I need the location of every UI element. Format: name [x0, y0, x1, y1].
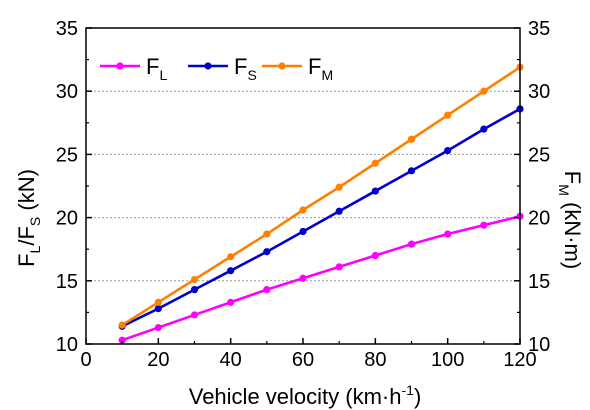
y-tick-label-10: 10 [56, 334, 78, 356]
gridlines [86, 90, 520, 282]
x-tick-label-120: 120 [503, 349, 536, 371]
y2-tick-label-15: 15 [528, 271, 550, 293]
legend-label-fl: FL [146, 54, 167, 83]
point-fs-20 [154, 305, 162, 313]
left-y-title-s1: L [27, 245, 43, 253]
point-fl-60 [299, 274, 307, 282]
right-y-title-p2: (kN·m) [560, 196, 585, 269]
y2-tick-label-20: 20 [528, 208, 550, 230]
point-fs-70 [335, 207, 343, 215]
y2-tick-label-10: 10 [528, 334, 550, 356]
point-fm-60 [299, 206, 307, 214]
legend: FL FS FM [100, 54, 333, 83]
point-fm-70 [335, 183, 343, 191]
point-fl-70 [335, 263, 343, 271]
right-y-title-s1: M [556, 184, 572, 196]
left-y-title-p2: /F [14, 226, 39, 246]
point-fm-110 [480, 87, 488, 95]
point-fl-20 [154, 323, 162, 332]
x-tick-label-0: 0 [80, 349, 91, 371]
point-fs-90 [407, 167, 416, 175]
x-tick-label-100: 100 [431, 349, 464, 371]
legend-marker-fm [278, 62, 286, 70]
y-tick-label-25: 25 [56, 144, 78, 166]
y-tick-label-35: 35 [56, 18, 78, 40]
series-line-fs [121, 107, 521, 328]
point-fl-90 [407, 240, 416, 248]
y2-tick-label-30: 30 [528, 81, 550, 103]
y-tick-label-20: 20 [56, 208, 78, 230]
y-tick-label-30: 30 [56, 81, 78, 103]
point-fs-50 [263, 248, 271, 256]
x-axis-title: Vehicle velocity (km·h-1) [189, 382, 422, 409]
point-fm-10 [118, 321, 126, 329]
point-fs-80 [371, 187, 379, 195]
left-y-axis-title: FL/FS (kN) [14, 169, 43, 267]
right-y-axis-title: FM (kN·m) [556, 171, 585, 269]
point-fl-10 [118, 336, 126, 344]
left-y-title-p1: F [14, 253, 39, 266]
legend-marker-fs [204, 62, 212, 70]
point-fl-40 [227, 298, 235, 306]
series-line-fm [121, 66, 521, 327]
point-fm-50 [263, 230, 271, 238]
point-fm-20 [154, 298, 162, 306]
series-layer [118, 63, 524, 344]
x-axis-title-main: Vehicle velocity (km·h [189, 384, 402, 409]
x-tick-label-40: 40 [220, 349, 242, 371]
y2-tick-label-25: 25 [528, 144, 550, 166]
right-y-title-p1: F [560, 171, 585, 184]
left-y-title-p3: (kN) [14, 169, 39, 217]
y-tick-label-15: 15 [56, 271, 78, 293]
point-fm-100 [444, 111, 452, 119]
point-fl-80 [371, 251, 379, 260]
point-fl-50 [263, 286, 271, 294]
point-fm-40 [227, 253, 235, 261]
x-tick-label-60: 60 [292, 349, 314, 371]
point-fs-60 [299, 227, 307, 236]
point-fs-40 [227, 267, 235, 275]
point-fl-110 [480, 221, 488, 229]
point-fs-100 [444, 147, 452, 155]
point-fs-30 [190, 286, 199, 294]
point-fs-110 [480, 125, 488, 133]
legend-label-fm: FM [308, 54, 333, 83]
point-fm-30 [190, 275, 199, 284]
legend-label-fs: FS [234, 54, 257, 83]
point-fm-90 [407, 135, 416, 143]
y2-tick-label-35: 35 [528, 18, 550, 40]
x-axis-title-close: ) [414, 384, 421, 409]
x-tick-label-20: 20 [147, 349, 169, 371]
left-y-title-s2: S [27, 217, 43, 226]
x-axis-title-sup: -1 [401, 382, 414, 398]
legend-marker-fl [116, 62, 124, 70]
point-fl-30 [190, 311, 199, 319]
point-fl-100 [444, 230, 452, 238]
series-line-fl [121, 215, 521, 342]
point-fm-80 [371, 159, 379, 167]
x-tick-label-80: 80 [364, 349, 386, 371]
